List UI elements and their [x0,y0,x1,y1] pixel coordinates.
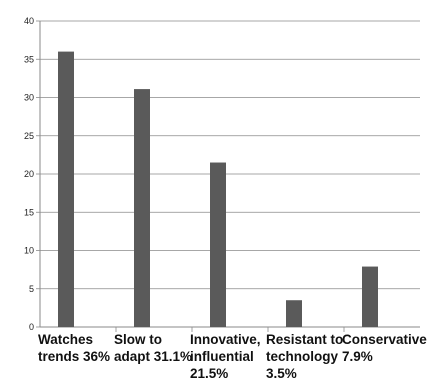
bar [210,162,226,327]
y-tick-label: 30 [24,93,34,103]
x-category-label: Slow to [114,332,162,347]
bar [362,266,378,327]
y-tick-label: 40 [24,16,34,26]
x-category-label: 7.9% [342,349,373,364]
x-category-label: trends 36% [38,349,110,364]
x-category-label: 21.5% [190,366,228,381]
y-tick-label: 0 [29,322,34,332]
x-category-label: 3.5% [266,366,297,381]
bars [58,51,378,328]
x-category-label: Resistant to [266,332,343,347]
y-tick-label: 5 [29,284,34,294]
bar [286,300,302,327]
x-category-label: Watches [38,332,93,347]
x-category-label: adapt 31.1% [114,349,192,364]
y-tick-label: 35 [24,54,34,64]
x-category-label: technology [266,349,338,364]
gridlines [40,20,420,290]
bar [134,89,150,328]
y-tick-label: 15 [24,207,34,217]
x-axis-labels: Watches trends 36% Slow to adapt 31.1% Innov… [38,327,427,381]
y-axis-ticks: 0 5 10 15 20 25 30 35 40 [24,16,40,332]
y-tick-label: 25 [24,131,34,141]
y-tick-label: 10 [24,246,34,256]
x-category-label: Conservative [342,332,427,347]
x-category-label: Innovative, [190,332,261,347]
bar [58,51,74,327]
x-category-label: influential [190,349,254,364]
y-tick-label: 20 [24,169,34,179]
